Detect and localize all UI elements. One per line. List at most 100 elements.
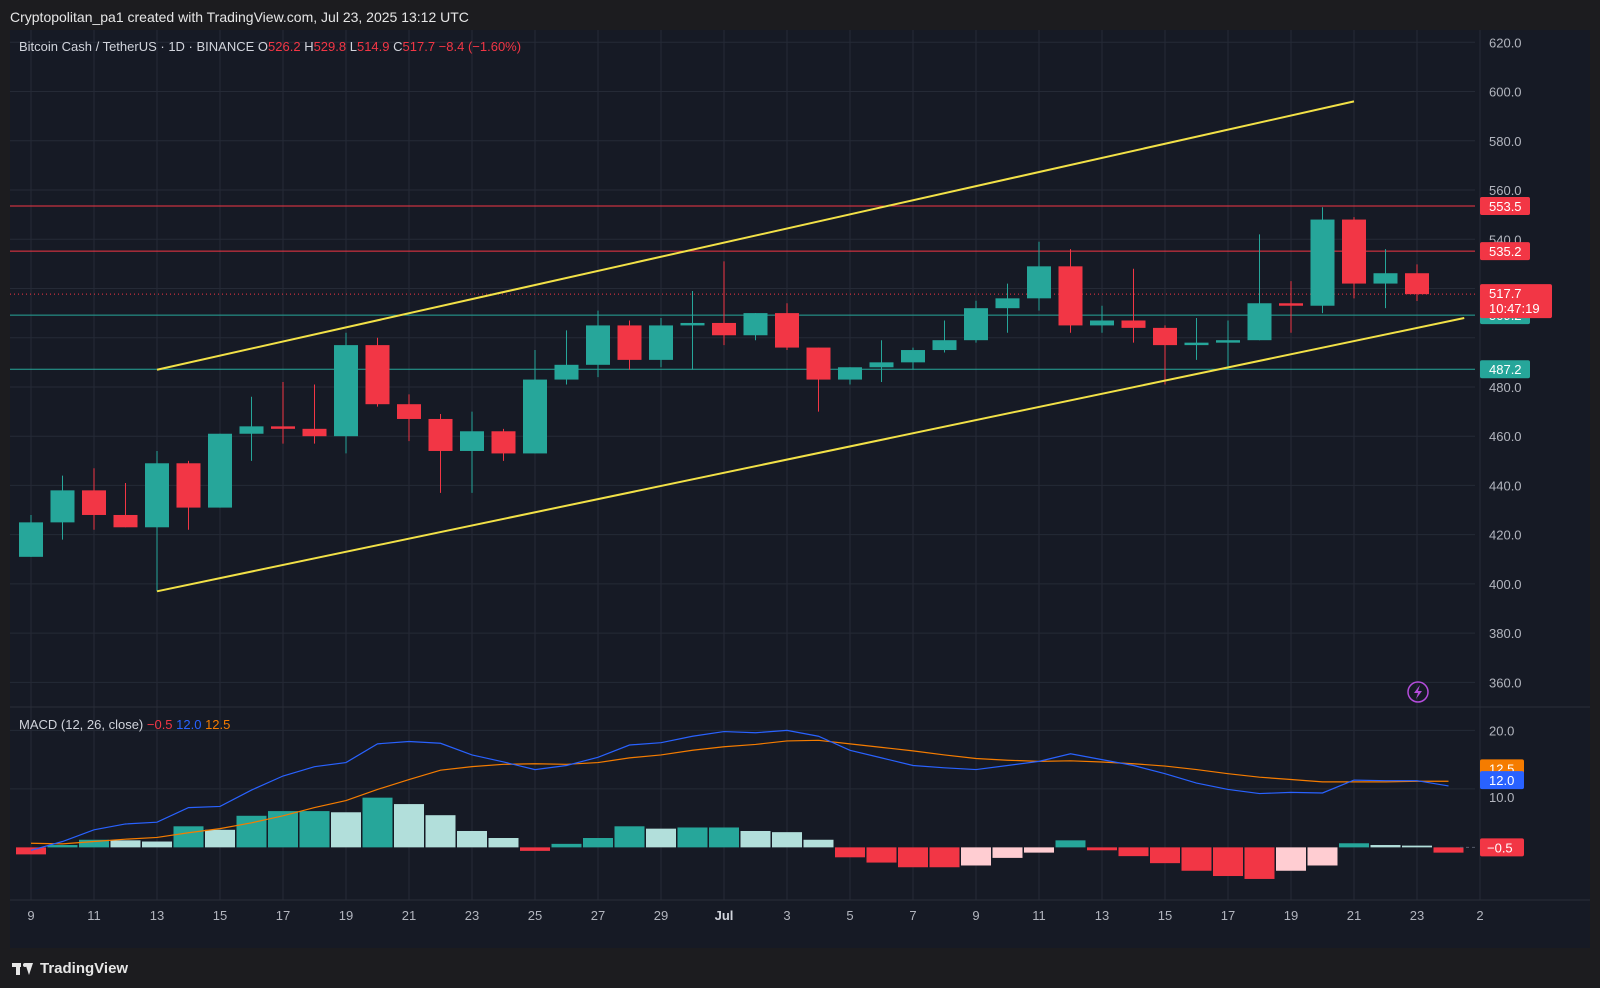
candle-body[interactable] bbox=[397, 404, 421, 419]
macd-line[interactable] bbox=[30, 729, 1449, 851]
candle-body[interactable] bbox=[617, 325, 642, 360]
candle-body[interactable] bbox=[1342, 219, 1366, 284]
candle-body[interactable] bbox=[1405, 273, 1429, 295]
candle-body[interactable] bbox=[1373, 273, 1398, 284]
candle-body[interactable] bbox=[901, 350, 925, 363]
macd-histogram-bar[interactable] bbox=[362, 797, 393, 848]
candle-body[interactable] bbox=[680, 322, 705, 326]
macd-histogram-bar[interactable] bbox=[1181, 847, 1212, 871]
macd-histogram-bar[interactable] bbox=[1150, 847, 1180, 864]
candle-body[interactable] bbox=[1247, 303, 1272, 341]
candle-body[interactable] bbox=[1184, 342, 1209, 346]
macd-histogram-bar[interactable] bbox=[1339, 843, 1369, 848]
macd-histogram-bar[interactable] bbox=[1118, 847, 1149, 857]
candle-body[interactable] bbox=[523, 379, 547, 454]
time-axis-label: 15 bbox=[213, 908, 227, 923]
candle-body[interactable] bbox=[1216, 340, 1240, 343]
macd-histogram-bar[interactable] bbox=[331, 812, 361, 848]
candle-body[interactable] bbox=[428, 418, 453, 451]
macd-histogram-bar[interactable] bbox=[268, 811, 298, 848]
macd-histogram-bar[interactable] bbox=[866, 847, 897, 863]
macd-histogram-bar[interactable] bbox=[898, 847, 928, 868]
candle-body[interactable] bbox=[775, 313, 799, 348]
candle-body[interactable] bbox=[302, 428, 327, 437]
macd-histogram-bar[interactable] bbox=[1402, 845, 1432, 848]
candle-body[interactable] bbox=[712, 322, 736, 336]
candle-body[interactable] bbox=[271, 426, 295, 429]
candle-body[interactable] bbox=[586, 325, 610, 365]
candle-body[interactable] bbox=[554, 364, 579, 380]
candle-body[interactable] bbox=[113, 514, 138, 528]
macd-histogram-bar[interactable] bbox=[551, 843, 582, 848]
macd-histogram-bar[interactable] bbox=[772, 832, 802, 848]
macd-histogram-bar[interactable] bbox=[205, 829, 235, 848]
trading-chart[interactable]: 360.0380.0400.0420.0440.0460.0480.0540.0… bbox=[10, 30, 1590, 948]
candle-body[interactable] bbox=[932, 340, 957, 351]
macd-histogram-bar[interactable] bbox=[1087, 847, 1117, 851]
lightning-icon[interactable] bbox=[1407, 681, 1429, 703]
macd-histogram-bar[interactable] bbox=[1433, 847, 1464, 853]
candle-body[interactable] bbox=[50, 490, 75, 523]
candle-body[interactable] bbox=[82, 490, 106, 515]
macd-histogram-bar[interactable] bbox=[1307, 847, 1338, 866]
macd-histogram-bar[interactable] bbox=[79, 839, 109, 848]
macd-histogram-bar[interactable] bbox=[961, 847, 991, 866]
candle-body[interactable] bbox=[838, 367, 862, 380]
candle-body[interactable] bbox=[806, 347, 831, 380]
candle-body[interactable] bbox=[1058, 266, 1083, 326]
macd-histogram-bar[interactable] bbox=[992, 847, 1023, 858]
candle-body[interactable] bbox=[995, 298, 1020, 309]
macd-histogram-bar[interactable] bbox=[929, 847, 960, 868]
macd-histogram-bar[interactable] bbox=[1055, 840, 1086, 848]
macd-histogram-bar[interactable] bbox=[709, 827, 739, 848]
trendline-channel-lower[interactable] bbox=[156, 317, 1465, 593]
macd-histogram-bar[interactable] bbox=[520, 847, 550, 851]
macd-histogram-bar[interactable] bbox=[1213, 847, 1243, 877]
trendline-channel-upper[interactable] bbox=[156, 100, 1355, 371]
macd-histogram-bar[interactable] bbox=[1276, 847, 1306, 871]
candle-body[interactable] bbox=[869, 362, 894, 368]
macd-histogram-bar[interactable] bbox=[740, 830, 771, 848]
candle-body[interactable] bbox=[176, 463, 201, 508]
macd-histogram-bar[interactable] bbox=[1370, 845, 1401, 848]
macd-histogram-bar[interactable] bbox=[488, 838, 519, 848]
macd-histogram-bar[interactable] bbox=[583, 838, 613, 848]
candle-body[interactable] bbox=[145, 463, 169, 528]
candle-body[interactable] bbox=[19, 522, 43, 557]
candle-body[interactable] bbox=[964, 308, 988, 341]
macd-histogram-bar[interactable] bbox=[457, 830, 487, 848]
tradingview-logo[interactable]: TradingView bbox=[12, 960, 128, 977]
candle-body[interactable] bbox=[334, 345, 358, 437]
candle-body[interactable] bbox=[743, 313, 768, 336]
macd-histogram-bar[interactable] bbox=[47, 845, 78, 848]
macd-histogram-bar[interactable] bbox=[110, 840, 141, 848]
candle-body[interactable] bbox=[239, 426, 264, 434]
macd-histogram-bar[interactable] bbox=[173, 826, 204, 848]
macd-histogram-bar[interactable] bbox=[299, 811, 330, 848]
candle-body[interactable] bbox=[460, 431, 484, 451]
macd-histogram-bar[interactable] bbox=[16, 847, 46, 855]
candle-body[interactable] bbox=[1027, 266, 1051, 299]
macd-histogram-bar[interactable] bbox=[835, 847, 865, 858]
macd-histogram-bar[interactable] bbox=[1024, 847, 1054, 853]
candle-body[interactable] bbox=[491, 431, 516, 454]
candle-body[interactable] bbox=[1121, 320, 1146, 328]
price-axis-label: 440.0 bbox=[1489, 478, 1522, 493]
signal-line[interactable] bbox=[30, 739, 1449, 845]
macd-histogram-bar[interactable] bbox=[646, 828, 676, 848]
candle-body[interactable] bbox=[649, 325, 673, 360]
macd-histogram-bar[interactable] bbox=[425, 815, 456, 848]
candle-body[interactable] bbox=[1279, 303, 1303, 306]
macd-histogram-bar[interactable] bbox=[677, 827, 708, 848]
macd-histogram-bar[interactable] bbox=[614, 826, 645, 848]
time-axis-label: 29 bbox=[654, 908, 668, 923]
macd-histogram-bar[interactable] bbox=[394, 804, 424, 848]
candle-body[interactable] bbox=[365, 345, 390, 405]
macd-histogram-bar[interactable] bbox=[1244, 847, 1275, 879]
candle-body[interactable] bbox=[1153, 327, 1177, 346]
macd-histogram-bar[interactable] bbox=[142, 841, 172, 848]
candle-body[interactable] bbox=[1090, 320, 1114, 326]
macd-histogram-bar[interactable] bbox=[803, 839, 834, 848]
candle-body[interactable] bbox=[1310, 219, 1335, 306]
candle-body[interactable] bbox=[208, 433, 232, 508]
